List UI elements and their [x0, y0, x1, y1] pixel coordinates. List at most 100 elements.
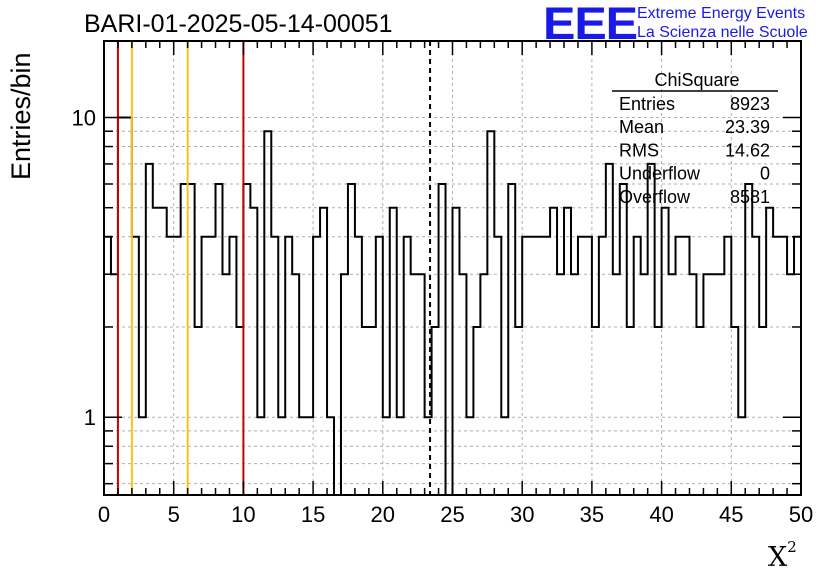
histogram-bin — [731, 327, 738, 495]
stats-value: 0 — [760, 164, 770, 184]
histogram-bin — [139, 417, 146, 495]
histogram-bin — [362, 327, 369, 495]
histogram-bin — [348, 184, 355, 495]
histogram-bin — [355, 237, 362, 495]
histogram-bin — [515, 327, 522, 495]
histogram-bin — [578, 237, 585, 495]
x-tick-label: 10 — [231, 502, 255, 527]
histogram-bin — [592, 327, 599, 495]
x-tick-label: 5 — [168, 502, 180, 527]
histogram-bin — [703, 274, 710, 495]
histogram-bin — [432, 327, 439, 495]
x-tick-label: 35 — [580, 502, 604, 527]
histogram-bin — [292, 274, 299, 495]
histogram-bin — [418, 274, 425, 495]
histogram-bin — [508, 184, 515, 495]
stats-value: 23.39 — [725, 117, 770, 137]
histogram-bin — [494, 237, 501, 495]
histogram-bin — [439, 184, 446, 495]
histogram-bin — [648, 164, 655, 495]
histogram-bin — [815, 327, 822, 495]
histogram-bin — [473, 327, 480, 495]
histogram-bin — [453, 208, 460, 495]
stats-label: RMS — [619, 140, 659, 160]
histogram-bin — [299, 417, 306, 495]
histogram-bin — [466, 417, 473, 495]
histogram-bin — [752, 237, 759, 495]
x-tick-label: 0 — [98, 502, 110, 527]
histogram-bin — [808, 274, 815, 495]
histogram-bin — [181, 184, 188, 495]
histogram-bin — [285, 237, 292, 495]
histogram-bin — [243, 184, 250, 495]
histogram-bin — [655, 327, 662, 495]
histogram-bin — [557, 274, 564, 495]
histogram-bin — [111, 274, 118, 495]
stats-label: Entries — [619, 94, 675, 114]
histogram-bin — [599, 237, 606, 495]
histogram-bin — [606, 164, 613, 495]
x-tick-label: 45 — [719, 502, 743, 527]
histogram-bin — [717, 274, 724, 495]
stats-value: 8581 — [730, 187, 770, 207]
y-tick-label: 1 — [84, 405, 96, 430]
histogram-bin — [787, 274, 794, 495]
histogram-bin — [585, 237, 592, 495]
histogram-bin — [480, 274, 487, 495]
histogram-bin — [257, 417, 264, 495]
histogram-bin — [369, 327, 376, 495]
histogram-bin — [613, 274, 620, 495]
histogram-bin — [627, 327, 634, 495]
histogram-bin — [146, 164, 153, 495]
histogram-bin — [104, 237, 111, 495]
histogram-bin — [634, 237, 641, 495]
histogram-bin — [383, 417, 390, 495]
stats-label: Mean — [619, 117, 664, 137]
histogram-bin — [250, 208, 257, 495]
histogram-bin — [313, 237, 320, 495]
histogram-bin — [662, 208, 669, 495]
x-tick-label: 25 — [440, 502, 464, 527]
histogram-bin — [327, 417, 334, 495]
histogram-bin — [132, 237, 139, 495]
x-tick-label: 50 — [789, 502, 813, 527]
histogram-bin — [160, 208, 167, 495]
histogram-bin — [550, 208, 557, 495]
histogram-bin — [501, 417, 508, 495]
stats-name: ChiSquare — [654, 70, 739, 90]
stats-label: Overflow — [619, 187, 691, 207]
histogram-bin — [780, 237, 787, 495]
histogram-bin — [696, 327, 703, 495]
histogram-bin — [390, 208, 397, 495]
histogram-bin — [620, 184, 627, 495]
histogram-bin — [710, 274, 717, 495]
histogram-bin — [404, 237, 411, 495]
histogram-bin — [188, 184, 195, 495]
histogram-bin — [487, 131, 494, 495]
histogram-bin — [174, 237, 181, 495]
stats-value: 8923 — [730, 94, 770, 114]
histogram-bin — [222, 274, 229, 495]
histogram-bin — [125, 118, 132, 495]
histogram-bin — [522, 237, 529, 495]
histogram-bin — [264, 131, 271, 495]
histogram-bin — [536, 237, 543, 495]
histogram-bin — [376, 237, 383, 495]
stats-label: Underflow — [619, 164, 701, 184]
histogram-bin — [306, 417, 313, 495]
histogram-bin — [669, 274, 676, 495]
histogram-bin — [167, 237, 174, 495]
histogram-bin — [216, 184, 223, 495]
histogram-bin — [153, 208, 160, 495]
histogram-bin — [571, 274, 578, 495]
histogram-bin — [229, 237, 236, 495]
histogram-bin — [341, 274, 348, 495]
histogram-bin — [459, 274, 466, 495]
histogram-bin — [202, 237, 209, 495]
histogram-bin — [564, 208, 571, 495]
histogram-bin — [759, 327, 766, 495]
histogram-bin — [209, 237, 216, 495]
histogram-bin — [738, 417, 745, 495]
y-tick-label: 10 — [72, 106, 96, 131]
